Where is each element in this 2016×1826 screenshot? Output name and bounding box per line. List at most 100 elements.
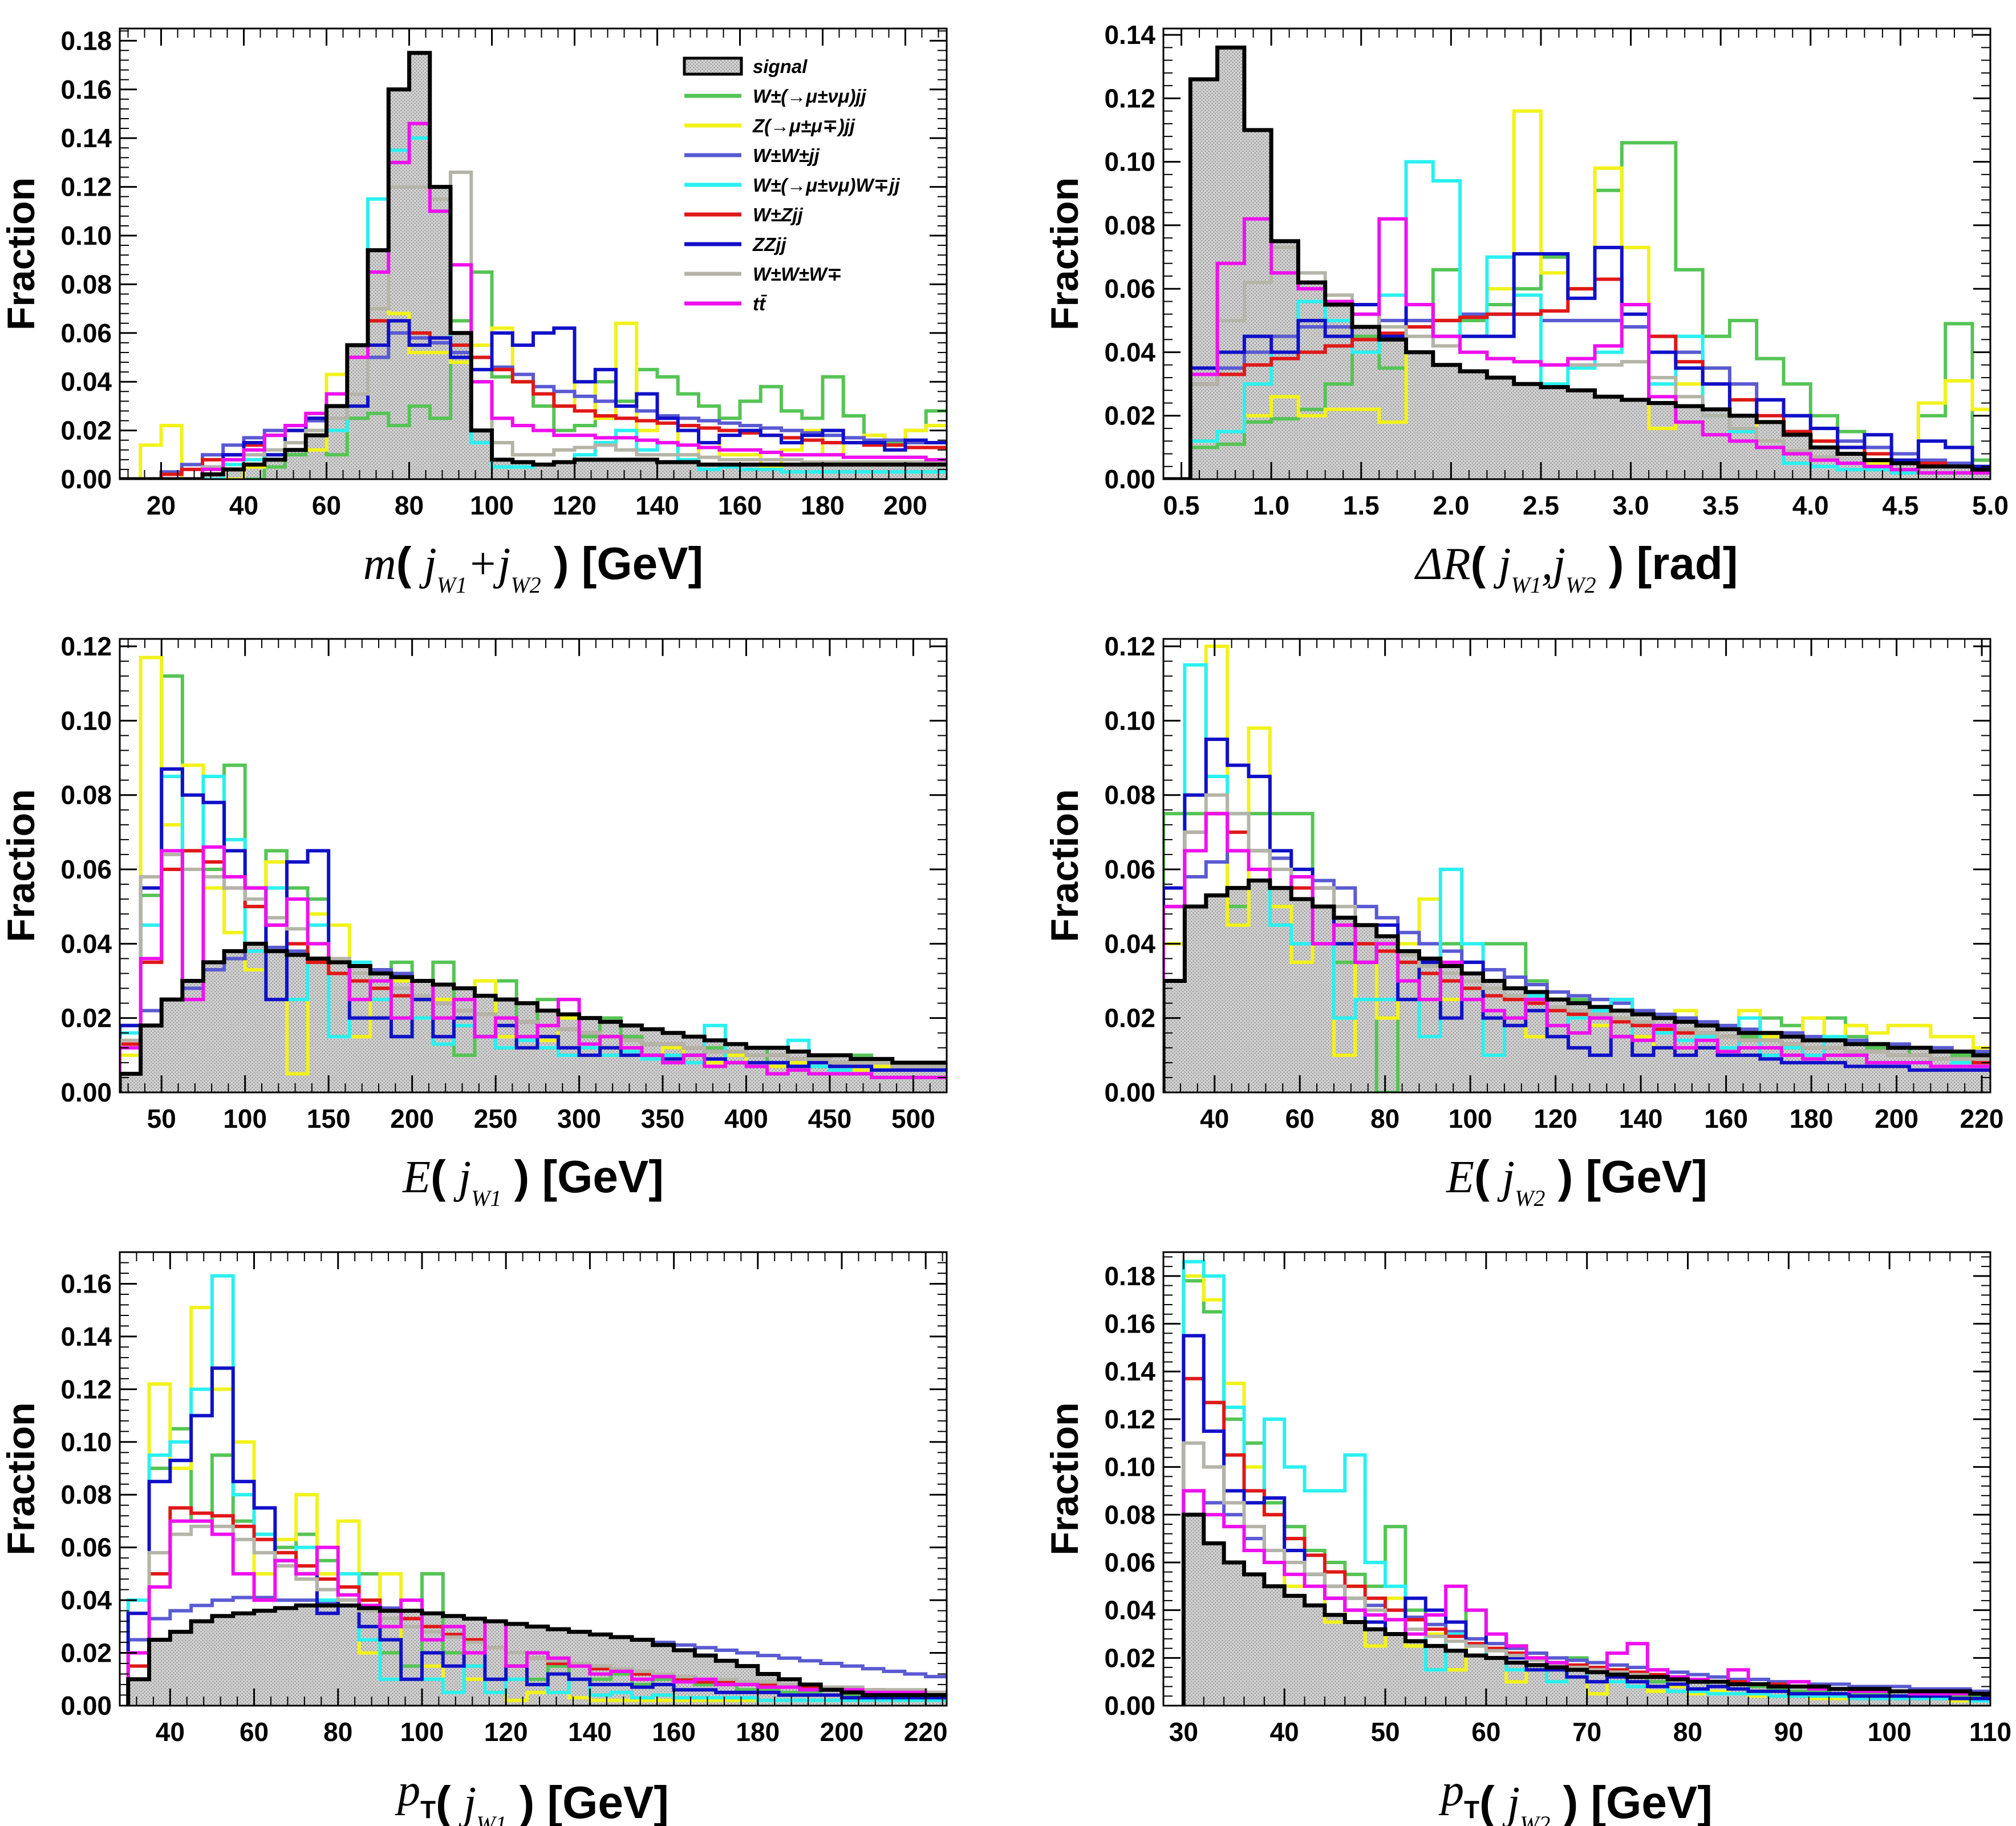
y-tick-label: 0.04 [1104,337,1155,367]
x-label-unit: [GeV] [1591,1777,1713,1826]
x-tick-label: 400 [724,1104,768,1133]
x-tick-label: 30 [1169,1717,1198,1747]
x-label-unit: [GeV] [582,538,703,589]
x-tick-label: 120 [1534,1104,1577,1133]
y-tick-label: 0.14 [60,1322,112,1351]
y-tick-label: 0.04 [60,1585,112,1615]
x-tick-label: 100 [223,1104,267,1133]
legend-label-zmumu: Z(→μ±μ∓)jj [752,115,855,136]
x-tick-label: 140 [568,1717,612,1747]
x-tick-label: 200 [1875,1104,1918,1133]
x-label-variable: ΔR [1414,539,1471,589]
x-tick-label: 5.0 [1972,491,2009,520]
signal-area [1163,47,1990,479]
y-tick-label: 0.00 [60,1078,112,1107]
x-tick-label: 80 [323,1717,352,1747]
x-tick-label: 3.0 [1613,491,1649,520]
x-label-close-paren: ) [1545,1151,1585,1202]
series-ww-line [120,331,947,479]
y-tick-label: 0.04 [60,367,112,396]
series-tt-line [1163,217,1990,479]
series-tt-line [126,1519,947,1706]
x-tick-label: 80 [395,491,424,520]
y-axis-label: Fraction [1043,177,1086,330]
x-tick-label: 450 [808,1104,852,1133]
x-tick-label: 60 [240,1717,269,1747]
y-tick-label: 0.12 [60,1374,112,1404]
x-tick-label: 120 [484,1717,528,1747]
y-tick-label: 0.08 [60,780,112,810]
x-label-unit: [rad] [1637,538,1738,589]
series-signal-line [120,51,947,479]
y-tick-label: 0.08 [1104,210,1155,240]
y-tick-label: 0.00 [1104,1691,1155,1720]
y-tick-label: 0.02 [1104,1643,1155,1673]
x-tick-label: 100 [470,491,514,520]
x-tick-label: 40 [1270,1717,1299,1747]
y-axis-label: Fraction [1043,789,1086,942]
x-tick-label: 160 [718,491,762,520]
legend-label-wmunu: W±(→μ±νμ)jj [753,86,867,107]
x-tick-label: 120 [553,491,597,520]
series-zz-line [1163,245,1990,479]
x-label-open-paren: ( [1470,538,1498,589]
x-tick-label: 200 [390,1104,434,1133]
histogram-panel-4: 0.00 0.02 0.04 0.06 0.08 0.10 0.12 40 60 80 100 120… [1043,631,2003,1211]
x-label-sep: , [1542,539,1553,589]
histogram-panel-6: 0.00 0.02 0.04 0.06 0.08 0.10 0.12 0.14 0.16 0.18… [1043,1251,2011,1826]
y-axis-label: Fraction [1043,1402,1086,1555]
y-tick-label: 0.18 [1104,1261,1155,1291]
y-tick-label: 0.10 [1104,706,1155,735]
histogram-panel-2: 0.00 0.02 0.04 0.06 0.08 0.10 0.12 0.14 0.5 1.0 1.… [1043,20,2009,598]
x-tick-label: 220 [904,1717,948,1747]
plot-frame [1162,638,1991,1094]
series-signal-line [1163,45,1990,479]
series-signal-line [1163,878,1990,1092]
series-signal-line [1181,1512,1990,1706]
x-label-sub1: W1 [437,572,467,598]
y-tick-label: 0.08 [1104,1500,1155,1529]
y-tick-label: 0.10 [60,706,112,735]
x-label-unit: [GeV] [1586,1151,1707,1202]
x-tick-label: 0.5 [1163,491,1200,520]
y-axis-label: Fraction [0,177,43,330]
y-tick-label: 0.02 [60,1003,112,1033]
x-label-variable: p [395,1766,420,1816]
x-label-variable: E [1446,1152,1474,1203]
x-label-close-paren: ) [501,1151,542,1202]
x-tick-label: 350 [641,1104,685,1133]
x-label-sep: + [467,539,498,589]
y-tick-label: 0.14 [1104,1357,1155,1386]
y-tick-label: 0.02 [1104,1003,1155,1033]
x-tick-label: 4.5 [1882,491,1918,520]
x-tick-label: 80 [1673,1717,1702,1747]
signal-area [1163,880,1990,1092]
plot-frame [1162,1251,1991,1707]
x-label-variable: m [363,539,396,589]
x-label-sub1: W2 [1515,1185,1545,1211]
y-tick-label: 0.12 [1104,631,1155,661]
x-tick-label: 100 [1449,1104,1492,1133]
x-label-variable: E [402,1152,431,1203]
legend-label-tt: tt̄ [753,293,767,314]
y-tick-label: 0.02 [60,416,112,446]
x-label-sub2: W2 [510,572,541,598]
x-label-sub1: W1 [1511,572,1542,598]
series-signal-line [126,1603,947,1706]
x-label-unit: [GeV] [547,1777,669,1826]
x-tick-label: 160 [1704,1104,1748,1133]
y-tick-label: 0.02 [60,1638,112,1668]
x-tick-label: 60 [312,491,341,520]
x-axis-label: m( jW1+jW2 ) [GeV] [363,538,703,598]
plot-frame [119,27,948,480]
y-tick-label: 0.12 [60,172,112,202]
x-axis-label: E( jW2 ) [GeV] [1446,1151,1707,1211]
y-tick-label: 0.08 [60,269,112,299]
y-tick-label: 0.00 [60,464,112,494]
x-label-sub1: W1 [476,1811,506,1826]
x-label-unit: [GeV] [542,1151,664,1202]
y-tick-label: 0.12 [60,631,112,661]
x-tick-label: 40 [229,491,258,520]
series-wwnu-line [1163,160,1990,479]
